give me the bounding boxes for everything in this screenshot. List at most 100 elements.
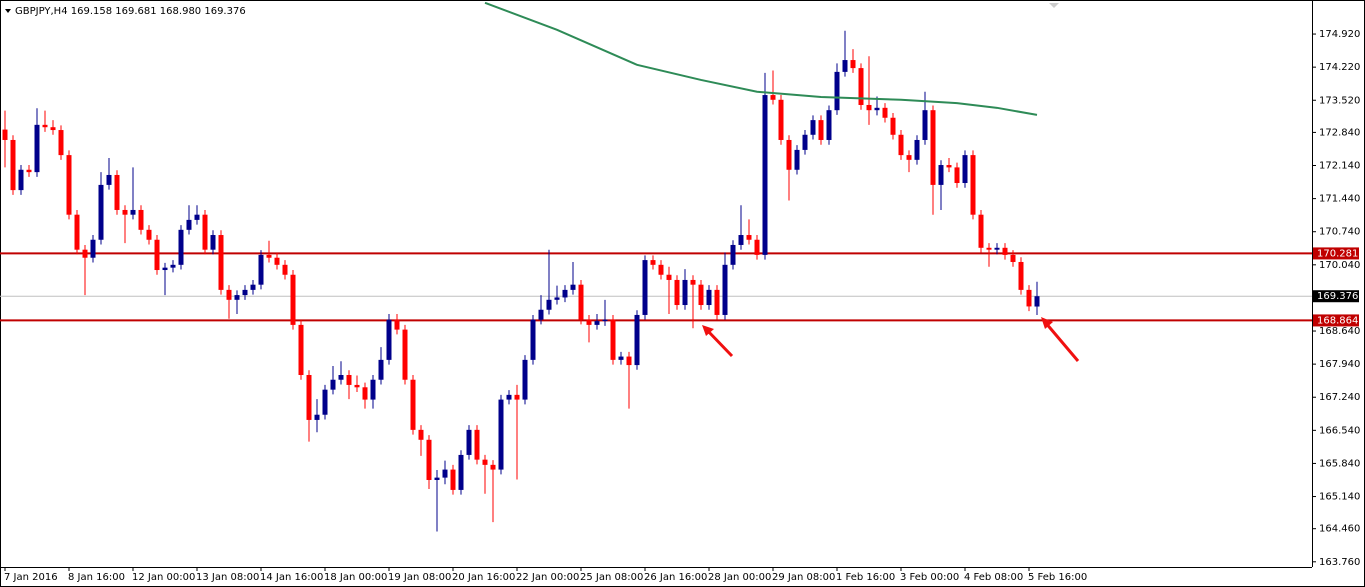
candle-body	[962, 155, 968, 184]
candle-body	[1002, 247, 1008, 255]
candle-body	[34, 124, 40, 173]
candle-body	[530, 319, 536, 360]
y-tick-label: 174.220	[1319, 62, 1360, 73]
candle-body	[658, 264, 664, 275]
candle-body	[66, 155, 72, 215]
candle-body	[306, 375, 312, 420]
candle-body	[618, 356, 624, 360]
candle-body	[282, 264, 288, 275]
candle-body	[706, 289, 712, 306]
candle-body	[250, 284, 256, 290]
candle-body	[834, 71, 840, 111]
y-tick-label: 167.940	[1319, 359, 1360, 370]
candle-body	[482, 459, 488, 465]
candle-body	[762, 95, 768, 255]
candle-body	[194, 214, 200, 220]
candle-body	[906, 155, 912, 160]
candle-body	[290, 274, 296, 325]
menu-triangle	[5, 9, 11, 13]
candle-body	[498, 399, 504, 470]
candle-body	[410, 379, 416, 430]
candle-body	[738, 235, 744, 245]
candle-body	[314, 414, 320, 420]
candle-body	[114, 174, 120, 210]
candle-body	[586, 319, 592, 325]
candle-body	[946, 165, 952, 168]
shift-marker	[1049, 3, 1059, 8]
arrow-head	[1041, 317, 1053, 329]
x-tick-label: 28 Jan 00:00	[708, 572, 771, 583]
candle-body	[858, 68, 864, 105]
candle-body	[882, 107, 888, 118]
candle-body	[474, 429, 480, 460]
candle-body	[26, 169, 32, 173]
candle-body	[370, 379, 376, 400]
price-box-label: 168.864	[1317, 315, 1358, 326]
candle-body	[426, 439, 432, 480]
candle-body	[970, 155, 976, 215]
candle-body	[170, 264, 176, 268]
candle-body	[666, 274, 672, 280]
candle-body	[226, 289, 232, 300]
candle-body	[154, 239, 160, 271]
candle-body	[1026, 289, 1032, 307]
candle-body	[570, 284, 576, 290]
candle-body	[778, 99, 784, 140]
candle-body	[162, 267, 168, 271]
x-tick-label: 12 Jan 00:00	[132, 572, 195, 583]
candle-body	[178, 229, 184, 265]
candle-body	[18, 169, 24, 191]
candle-body	[866, 104, 872, 111]
y-tick-label: 167.240	[1319, 392, 1360, 403]
candle-body	[354, 384, 360, 388]
candle-body	[794, 149, 800, 170]
candle-body	[986, 247, 992, 250]
candle-body	[298, 324, 304, 376]
y-tick-label: 173.520	[1319, 95, 1360, 106]
candle-body	[746, 235, 752, 240]
candle-body	[202, 214, 208, 250]
arrows	[702, 317, 1080, 362]
x-tick-label: 25 Jan 08:00	[580, 572, 643, 583]
y-tick-label: 164.460	[1319, 524, 1360, 535]
arrow-line	[704, 327, 734, 358]
candle-body	[642, 260, 648, 315]
y-tick-label: 172.840	[1319, 127, 1360, 138]
y-tick-label: 166.540	[1319, 425, 1360, 436]
candle-body	[210, 235, 216, 250]
candle-body	[674, 279, 680, 306]
candle-body	[258, 254, 264, 285]
candle-body	[274, 257, 280, 265]
x-tick-label: 14 Jan 16:00	[260, 572, 323, 583]
x-tick-label: 22 Jan 00:00	[516, 572, 579, 583]
x-tick-label: 29 Jan 08:00	[772, 572, 835, 583]
y-tick-label: 163.760	[1319, 557, 1360, 568]
candle-body	[554, 297, 560, 300]
candle-body	[754, 239, 760, 255]
y-tick-label: 165.140	[1319, 492, 1360, 503]
y-tick-label: 170.740	[1319, 227, 1360, 238]
candle-body	[922, 110, 928, 140]
candle-body	[890, 117, 896, 135]
y-tick-label: 168.640	[1319, 326, 1360, 337]
x-tick-label: 18 Jan 00:00	[324, 572, 387, 583]
candle-body	[538, 309, 544, 320]
y-tick-label: 170.040	[1319, 260, 1360, 271]
x-tick-label: 20 Jan 16:00	[452, 572, 515, 583]
candle-body	[418, 429, 424, 440]
candle-body	[522, 359, 528, 400]
candle-body	[818, 120, 824, 140]
chart-title: GBPJPY,H4 169.158 169.681 168.980 169.37…	[15, 6, 246, 17]
y-tick-label: 165.840	[1319, 458, 1360, 469]
candle-body	[682, 279, 688, 306]
arrow-head	[702, 325, 714, 336]
candle-body	[930, 110, 936, 185]
candle-body	[730, 244, 736, 265]
y-tick-label: 171.440	[1319, 194, 1360, 205]
candle-body	[690, 279, 696, 285]
candle-body	[874, 107, 880, 111]
candle-body	[578, 284, 584, 320]
x-tick-label: 19 Jan 08:00	[388, 572, 451, 583]
x-tick-label: 26 Jan 16:00	[644, 572, 707, 583]
x-tick-label: 5 Feb 16:00	[1028, 572, 1087, 583]
